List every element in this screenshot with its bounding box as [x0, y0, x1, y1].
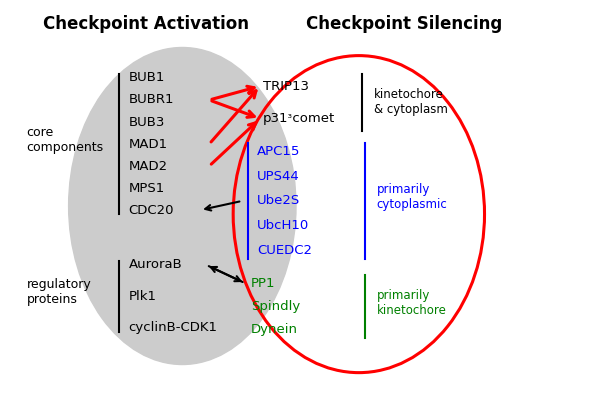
Text: Ube2S: Ube2S: [257, 194, 300, 207]
Text: primarily
cytoplasmic: primarily cytoplasmic: [377, 183, 448, 211]
Text: primarily
kinetochore: primarily kinetochore: [377, 288, 447, 316]
Text: cyclinB-CDK1: cyclinB-CDK1: [129, 321, 217, 335]
Text: APC15: APC15: [257, 145, 301, 158]
Text: core
components: core components: [27, 126, 104, 154]
Text: MPS1: MPS1: [129, 182, 165, 194]
Text: CUEDC2: CUEDC2: [257, 244, 312, 257]
Text: UbcH10: UbcH10: [257, 219, 309, 232]
Text: CDC20: CDC20: [129, 204, 174, 217]
Text: p31ᶟcomet: p31ᶟcomet: [263, 112, 335, 125]
Text: Checkpoint Activation: Checkpoint Activation: [43, 15, 249, 33]
Text: regulatory
proteins: regulatory proteins: [27, 279, 91, 307]
Text: BUBR1: BUBR1: [129, 94, 174, 106]
Text: PP1: PP1: [251, 277, 275, 290]
Text: BUB3: BUB3: [129, 115, 165, 129]
Text: Checkpoint Silencing: Checkpoint Silencing: [306, 15, 502, 33]
Text: Plk1: Plk1: [129, 290, 156, 303]
Text: Dynein: Dynein: [251, 323, 298, 337]
Text: BUB1: BUB1: [129, 71, 165, 84]
Text: UPS44: UPS44: [257, 169, 300, 183]
Text: AuroraB: AuroraB: [129, 258, 182, 272]
Text: MAD2: MAD2: [129, 159, 167, 173]
Ellipse shape: [69, 47, 296, 365]
Text: kinetochore
& cytoplasm: kinetochore & cytoplasm: [374, 88, 448, 116]
Text: TRIP13: TRIP13: [263, 80, 309, 93]
Text: Spindly: Spindly: [251, 300, 300, 313]
Text: MAD1: MAD1: [129, 138, 167, 150]
